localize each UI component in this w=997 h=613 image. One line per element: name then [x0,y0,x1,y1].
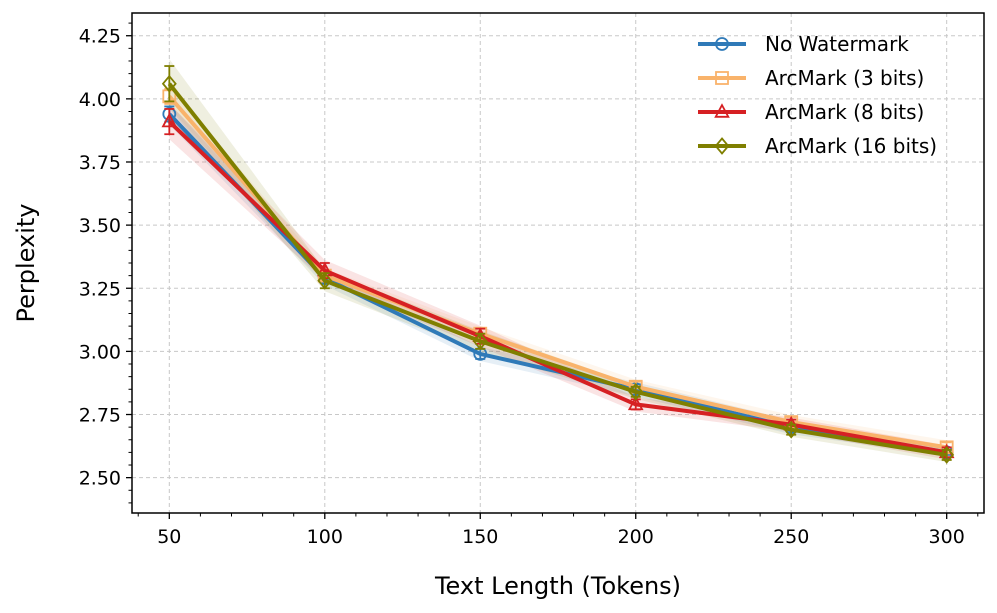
x-tick-label: 50 [157,526,181,548]
series-group [161,108,955,459]
y-tick-label: 2.75 [79,405,121,427]
legend-label: ArcMark (3 bits) [765,66,924,90]
legend: No Watermark ArcMark (3 bits) ArcMark (8 b… [698,32,937,158]
series-line [167,112,948,455]
series-group [161,65,955,464]
axis-ticks: 50 100 150 200 250 300 2.50 2.75 3.00 3.25 3.50 3.7… [79,22,979,548]
y-axis-title: Perplexity [12,204,40,323]
legend-marker [715,71,729,85]
x-tick-label: 250 [773,526,809,548]
x-tick-label: 300 [929,526,965,548]
legend-label: ArcMark (8 bits) [765,100,924,124]
legend-marker [714,137,730,155]
series-group [162,105,954,460]
x-tick-label: 100 [307,526,343,548]
y-tick-label: 4.00 [79,89,121,111]
data-point [161,74,177,93]
grid [132,13,984,513]
legend-marker [715,37,729,51]
data-point [472,332,488,351]
data-point [939,446,955,464]
y-tick-label: 3.00 [79,341,121,363]
y-tick-label: 4.25 [79,26,121,48]
y-tick-label: 3.75 [79,152,121,174]
y-tick-label: 2.50 [79,468,121,490]
data-point [628,382,644,401]
data-point [317,271,333,290]
legend-label: No Watermark [765,32,909,56]
data-point [161,112,178,128]
y-tick-label: 3.25 [79,278,121,300]
data-point [627,395,644,411]
x-tick-label: 200 [618,526,654,548]
legend-marker [714,103,730,118]
x-axis-title: Text Length (Tokens) [434,572,681,600]
legend-label: ArcMark (16 bits) [765,134,937,158]
series-layer [161,65,955,464]
data-point [783,420,799,439]
series-line [167,82,948,457]
x-tick-label: 150 [462,526,498,548]
y-tick-label: 3.50 [79,215,121,237]
series-line [167,120,948,455]
